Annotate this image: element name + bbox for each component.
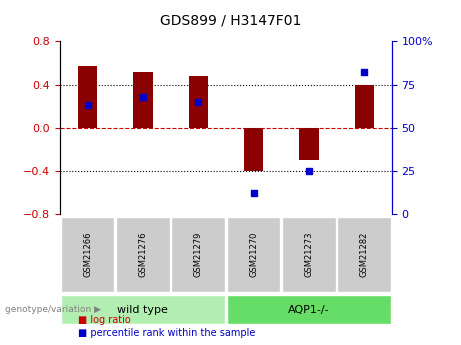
Bar [244, 128, 263, 171]
Text: GSM21276: GSM21276 [138, 232, 148, 277]
Text: GDS899 / H3147F01: GDS899 / H3147F01 [160, 14, 301, 28]
Point [195, 99, 202, 105]
Bar [61, 217, 114, 292]
Bar [78, 66, 97, 128]
Text: ■ log ratio: ■ log ratio [78, 315, 131, 325]
Bar [171, 217, 225, 292]
Bar [116, 217, 170, 292]
Point [139, 94, 147, 99]
Text: GSM21266: GSM21266 [83, 232, 92, 277]
Text: GSM21282: GSM21282 [360, 232, 369, 277]
Text: GSM21279: GSM21279 [194, 232, 203, 277]
Text: GSM21273: GSM21273 [304, 232, 313, 277]
Text: ■ percentile rank within the sample: ■ percentile rank within the sample [78, 328, 256, 338]
Bar [227, 295, 391, 324]
Bar [337, 217, 391, 292]
Text: AQP1-/-: AQP1-/- [288, 305, 330, 315]
Point [250, 190, 257, 196]
Text: wild type: wild type [118, 305, 168, 315]
Text: genotype/variation ▶: genotype/variation ▶ [5, 305, 100, 314]
Point [84, 102, 91, 108]
Bar [189, 76, 208, 128]
Point [305, 168, 313, 174]
Bar [61, 295, 225, 324]
Bar [355, 85, 374, 128]
Bar [299, 128, 319, 160]
Bar [282, 217, 336, 292]
Text: GSM21270: GSM21270 [249, 232, 258, 277]
Bar [133, 71, 153, 128]
Point [361, 70, 368, 75]
Bar [227, 217, 280, 292]
